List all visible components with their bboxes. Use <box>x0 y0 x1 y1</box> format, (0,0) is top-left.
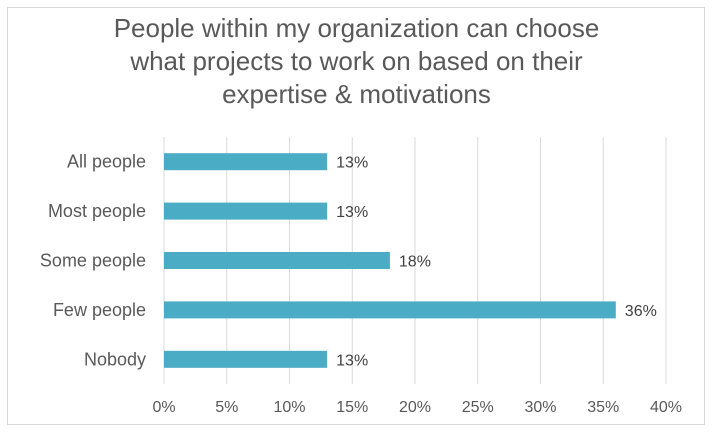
x-axis-tick-labels: 0% 5% 10% 15% 20% 25% 30% 35% 40% <box>152 399 682 416</box>
data-label: 13% <box>336 155 368 172</box>
bar <box>164 202 328 220</box>
bar <box>164 252 390 269</box>
data-label: 18% <box>399 254 431 271</box>
data-label: 13% <box>336 204 368 221</box>
bar <box>164 153 328 171</box>
bar <box>164 350 328 368</box>
data-label: 36% <box>625 303 657 320</box>
x-tick-label: 20% <box>399 399 431 416</box>
category-label: Few people <box>53 300 146 320</box>
chart-title-line-1: People within my organization can choose <box>113 13 600 43</box>
x-tick-label: 10% <box>273 399 305 416</box>
x-tick-label: 15% <box>336 399 368 416</box>
data-label: 13% <box>336 352 368 369</box>
chart-title-line-2: what projects to work on based on their <box>130 46 583 76</box>
x-tick-label: 0% <box>152 399 175 416</box>
x-tick-label: 40% <box>650 399 682 416</box>
chart-title: People within my organization can choose… <box>0 12 713 111</box>
category-label: Most people <box>48 201 146 221</box>
x-tick-label: 25% <box>462 399 494 416</box>
x-tick-label: 30% <box>524 399 556 416</box>
category-labels: All people Most people Some people Few peop… <box>40 152 146 370</box>
chart-frame <box>7 7 705 425</box>
bars <box>164 153 616 368</box>
x-tick-label: 5% <box>215 399 238 416</box>
data-labels: 13% 13% 18% 36% 13% <box>336 155 657 370</box>
category-label: All people <box>67 152 146 172</box>
x-tick-label: 35% <box>587 399 619 416</box>
chart-title-line-3: expertise & motivations <box>222 79 491 109</box>
category-label: Nobody <box>84 349 146 369</box>
bar <box>164 301 616 319</box>
category-label: Some people <box>40 251 146 271</box>
